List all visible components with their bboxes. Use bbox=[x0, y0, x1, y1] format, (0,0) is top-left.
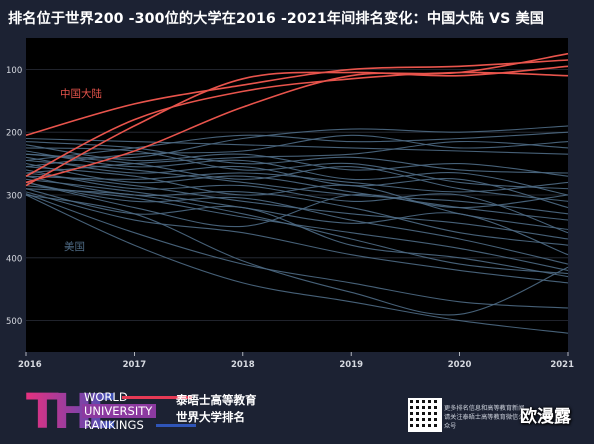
brand-text: 泰晤士高等教育 世界大学排名 bbox=[176, 392, 257, 426]
usa-series-line-17 bbox=[25, 178, 569, 256]
qr-caption: 更多排名信息和高等教育新闻 请关注泰晤士高等教育微信公众号 bbox=[444, 404, 526, 431]
usa-series-line-25 bbox=[25, 131, 569, 162]
x-tick-label: 2016 bbox=[18, 360, 42, 370]
usa-annotation: 美国 bbox=[64, 240, 85, 253]
usa-series-line-8 bbox=[25, 150, 569, 196]
logo-word-rankings: RANKINGS bbox=[82, 418, 197, 432]
x-tick-label: 2021 bbox=[550, 360, 574, 370]
y-tick-label: 300 bbox=[6, 192, 22, 202]
qr-caption-line-2: 请关注泰晤士高等教育微信公众号 bbox=[444, 414, 525, 430]
qr-code-icon bbox=[408, 398, 442, 432]
usa-series-line-24 bbox=[25, 125, 569, 159]
usa-series-line-22 bbox=[25, 193, 569, 309]
usa-series-line-9 bbox=[25, 153, 569, 202]
usa-series-line-21 bbox=[25, 191, 569, 284]
x-tick-label: 2020 bbox=[448, 360, 472, 370]
y-tick-label: 100 bbox=[6, 66, 22, 76]
y-axis-ticks: 100 200 300 400 500 bbox=[6, 66, 22, 327]
china-series-line-0 bbox=[25, 59, 569, 137]
brand-line-1: 泰晤士高等教育 bbox=[176, 393, 257, 407]
y-tick-label: 500 bbox=[6, 317, 22, 327]
chart-title: 排名位于世界200 -300位的大学在2016 -2021年间排名变化：中国大陆… bbox=[8, 11, 545, 27]
brand-line-2: 世界大学排名 bbox=[176, 410, 245, 424]
usa-series-group bbox=[25, 125, 569, 334]
usa-series-line-7 bbox=[25, 147, 569, 190]
usa-series-line-6 bbox=[25, 144, 569, 177]
usa-series-line-31 bbox=[25, 172, 569, 193]
y-tick-label: 400 bbox=[6, 254, 22, 264]
x-tick-label: 2019 bbox=[339, 360, 363, 370]
usa-series-line-11 bbox=[25, 159, 569, 215]
y-tick-label: 200 bbox=[6, 129, 22, 139]
x-tick-label: 2017 bbox=[123, 360, 147, 370]
the-logo-words: WORLD UNIVERSITY RANKINGS bbox=[82, 390, 197, 432]
usa-series-line-4 bbox=[25, 137, 569, 155]
china-series-line-1 bbox=[25, 52, 569, 184]
usa-series-line-12 bbox=[25, 163, 569, 221]
usa-series-line-30 bbox=[25, 181, 569, 228]
usa-series-line-27 bbox=[25, 140, 569, 174]
usa-series-line-10 bbox=[25, 156, 569, 209]
qr-caption-line-1: 更多排名信息和高等教育新闻 bbox=[444, 405, 525, 412]
usa-series-line-28 bbox=[25, 194, 569, 316]
the-logo: THE WORLD UNIVERSITY RANKINGS bbox=[26, 386, 197, 438]
china-series-line-3 bbox=[25, 71, 569, 177]
china-annotation: 中国大陆 bbox=[60, 87, 102, 100]
x-tick-label: 2018 bbox=[231, 360, 255, 370]
usa-series-line-20 bbox=[25, 188, 569, 278]
usa-series-line-18 bbox=[25, 181, 569, 265]
usa-series-line-5 bbox=[25, 141, 569, 174]
logo-word-university: UNIVERSITY bbox=[82, 404, 157, 418]
usa-series-line-29 bbox=[25, 188, 569, 275]
watermark: 欧漫露 bbox=[520, 407, 571, 427]
china-series-line-2 bbox=[25, 65, 569, 187]
logo-word-world: WORLD bbox=[82, 390, 193, 404]
usa-series-line-14 bbox=[25, 169, 569, 234]
usa-series-line-23 bbox=[25, 194, 569, 334]
x-axis-ticks: 2016 2017 2018 2019 2020 2021 bbox=[18, 352, 574, 370]
footer: THE WORLD UNIVERSITY RANKINGS 泰晤士高等教育 世界… bbox=[0, 378, 594, 444]
china-series-group bbox=[25, 52, 569, 187]
